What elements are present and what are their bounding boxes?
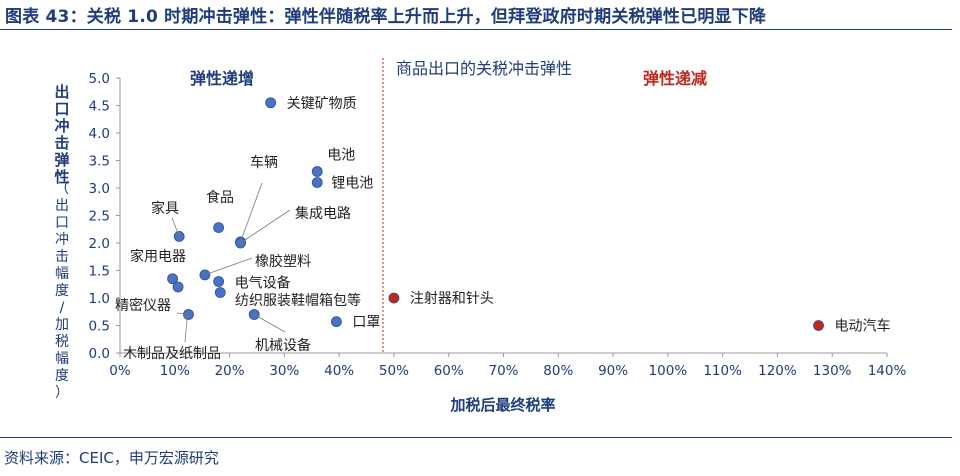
leader-line [240, 209, 291, 244]
x-tick-label: 140% [868, 363, 907, 379]
x-axis-label: 加税后最终税率 [449, 396, 555, 414]
region-label-decreasing: 弹性递减 [643, 69, 707, 88]
y-axis-label-main: 出口冲击弹性 [54, 83, 69, 186]
data-label: 集成电路 [295, 205, 351, 222]
data-point [213, 222, 225, 234]
y-tick-label: 2.0 [89, 236, 110, 252]
y-tick-label: 4.5 [89, 99, 110, 115]
data-label: 注射器和针头 [410, 291, 494, 307]
data-label: 木制品及纸制品 [123, 346, 221, 362]
leader-line [171, 217, 180, 237]
data-point [388, 292, 400, 304]
x-tick-label: 110% [703, 363, 742, 379]
leader-line [176, 312, 189, 315]
y-tick-label: 2.5 [89, 209, 110, 225]
leader-line [184, 315, 188, 343]
region-label-increasing: 弹性递增 [190, 69, 254, 88]
x-tick-label: 80% [543, 363, 573, 379]
data-label: 家具 [151, 200, 179, 217]
x-tick-label: 20% [215, 363, 245, 379]
data-point [311, 177, 323, 188]
chart-ticks: 0% 10% 20% 30% 40% 50% 60% 70% 80% 90% 100% 110% 120… [89, 71, 907, 379]
y-axis-label: 出口冲击弹性（出口冲击幅度/加税幅度） [54, 83, 69, 401]
data-label: 电气设备 [235, 275, 291, 292]
y-axis-label-note: （出口冲击幅度/加税幅度） [55, 181, 69, 401]
data-label: 食品 [206, 189, 234, 206]
source-note: 资料来源：CEIC，申万宏源研究 [4, 449, 219, 467]
x-tick-label: 40% [324, 363, 354, 379]
data-point [214, 287, 226, 298]
data-label: 精密仪器 [115, 297, 171, 314]
data-label: 纺织服装鞋帽箱包等 [235, 292, 361, 309]
y-tick-label: 3.5 [89, 154, 110, 170]
x-tick-label: 30% [269, 363, 299, 379]
data-label: 电动汽车 [835, 318, 891, 335]
report-header: 图表 43：关税 1.0 时期冲击弹性：弹性伴随税率上升而上升，但拜登政府时期关… [0, 0, 960, 30]
x-tick-label: 0% [109, 363, 131, 379]
header-rule [0, 29, 952, 30]
y-tick-label: 0.0 [89, 346, 110, 362]
leader-line [204, 257, 253, 276]
chart-title: 商品出口的关税冲击弹性 [396, 59, 572, 78]
data-label: 口罩 [352, 315, 380, 331]
x-tick-label: 70% [488, 363, 518, 379]
data-point [265, 97, 277, 109]
x-tick-label: 60% [434, 363, 464, 379]
x-tick-label: 90% [598, 363, 628, 379]
data-point [331, 316, 342, 328]
figure-title: 图表 43：关税 1.0 时期冲击弹性：弹性伴随税率上升而上升，但拜登政府时期关… [5, 7, 767, 27]
y-tick-label: 5.0 [89, 71, 110, 87]
data-point [167, 273, 178, 285]
x-tick-label: 10% [160, 363, 190, 379]
x-tick-label: 130% [813, 363, 852, 379]
data-label: 家用电器 [130, 248, 186, 265]
y-tick-label: 0.5 [89, 319, 110, 335]
data-label: 关键矿物质 [287, 96, 357, 112]
y-tick-label: 1.0 [89, 291, 110, 307]
data-label: 橡胶塑料 [255, 253, 311, 270]
leader-line [254, 314, 286, 333]
footer-rule [0, 437, 952, 438]
x-tick-label: 50% [379, 363, 409, 379]
data-label: 车辆 [250, 154, 278, 171]
data-point [172, 281, 184, 293]
data-label: 电池 [327, 148, 355, 164]
data-point [813, 320, 824, 331]
scatter-chart: 0% 10% 20% 30% 40% 50% 60% 70% 80% 90% 100% 110% 120… [54, 58, 907, 414]
data-label: 锂电池 [331, 176, 373, 192]
data-point [311, 166, 323, 177]
chart-leader-lines [171, 182, 291, 343]
y-tick-label: 3.0 [89, 181, 110, 197]
x-tick-label: 120% [758, 363, 797, 379]
leader-line [240, 182, 263, 243]
y-tick-label: 4.0 [89, 126, 110, 142]
y-tick-label: 1.5 [89, 264, 110, 280]
data-label: 机械设备 [255, 337, 311, 354]
data-point [213, 276, 225, 287]
x-tick-label: 100% [649, 363, 688, 379]
